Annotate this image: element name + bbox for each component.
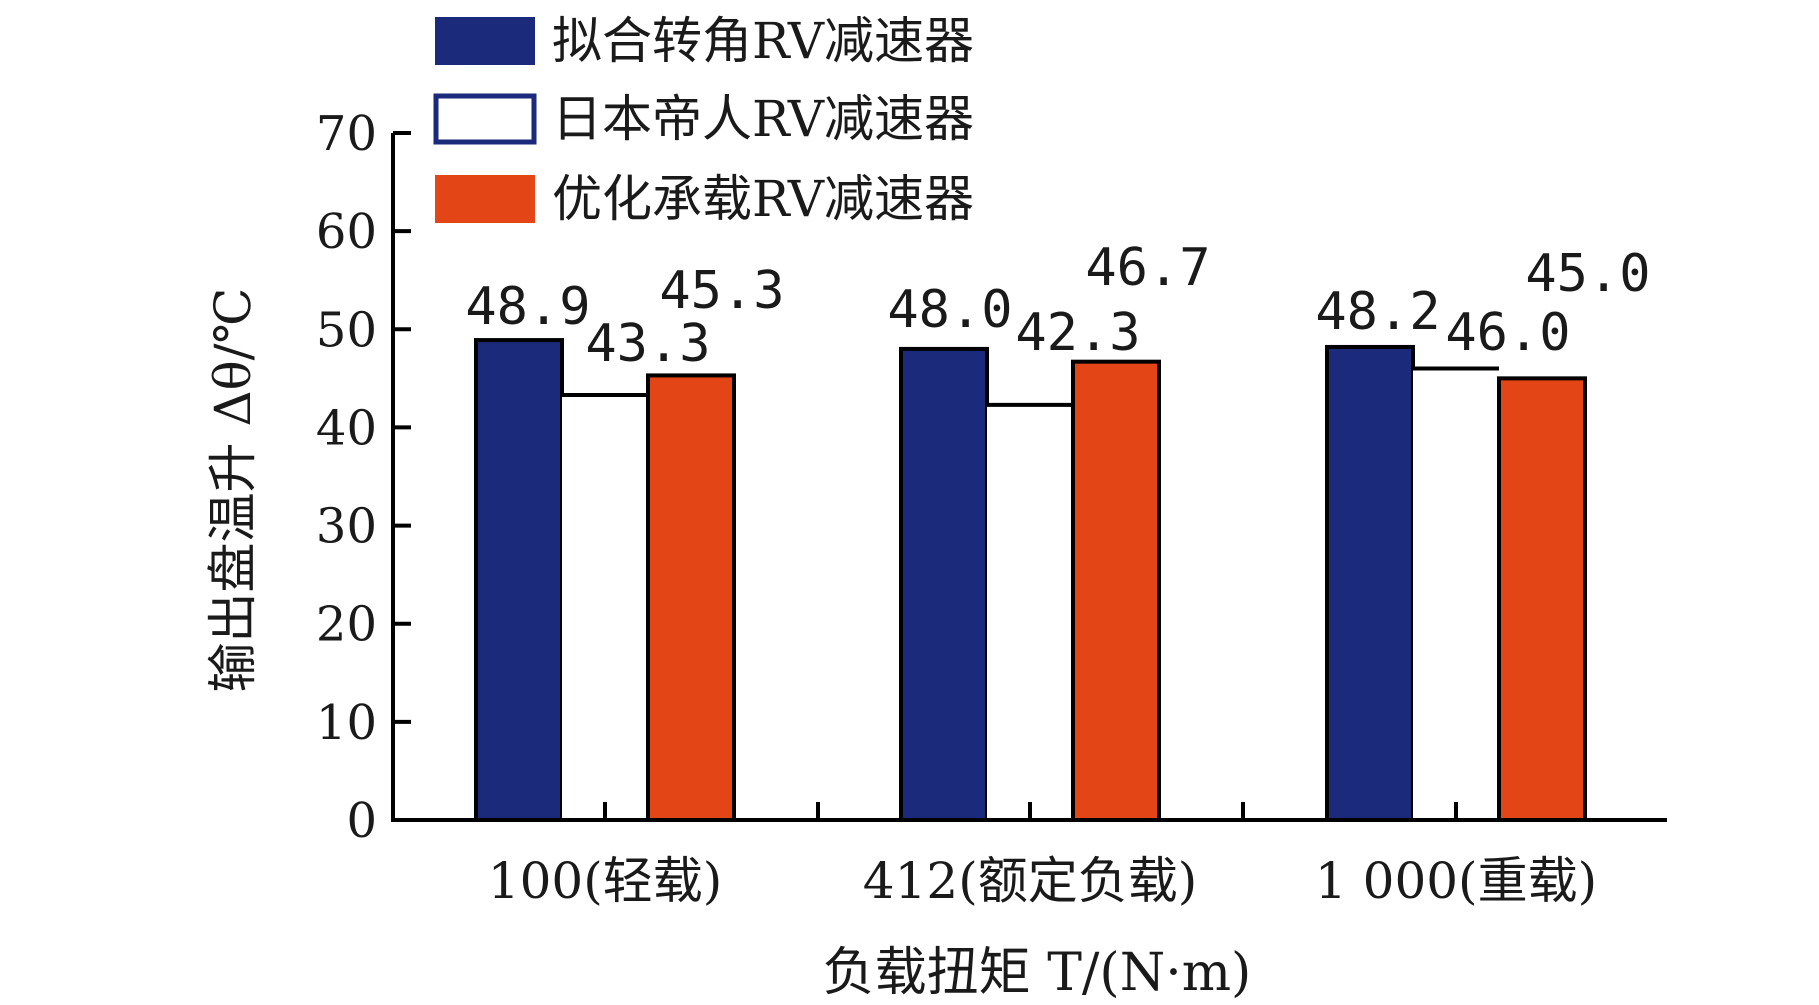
x-tick-label-1: 100(轻载) (488, 852, 722, 910)
y-tick-label-50: 50 (316, 302, 377, 358)
legend-label-1: 拟合转角RV减速器 (552, 12, 974, 70)
y-axis-label: 输出盘温升 Δθ/℃ (204, 288, 262, 693)
y-tick-label-10: 10 (316, 695, 377, 751)
value-label-1-2: 48.0 (887, 280, 1012, 340)
bar-2-1 (562, 395, 648, 820)
bar-3-3 (1497, 376, 1587, 822)
legend-swatch-2 (433, 93, 537, 145)
value-label-2-3: 46.0 (1445, 303, 1570, 363)
value-label-3-2: 46.7 (1085, 238, 1210, 298)
bar-1-1 (474, 338, 564, 822)
value-label-2-2: 42.3 (1015, 303, 1140, 363)
value-label-1-1: 48.9 (465, 277, 590, 337)
y-tick-label-60: 60 (316, 204, 377, 260)
bar-3-2 (1071, 359, 1161, 822)
y-tick-label-40: 40 (316, 400, 377, 456)
bar-1-2 (899, 346, 989, 822)
bar-series (474, 338, 1587, 822)
value-label-3-1: 45.3 (659, 261, 784, 321)
bar-3-1 (646, 373, 736, 822)
x-axis-label: 负载扭矩 T/(N·m) (823, 943, 1252, 1003)
y-axis-ticks: 0 10 20 30 40 50 60 70 (316, 106, 411, 849)
y-tick-label-0: 0 (346, 793, 377, 849)
legend-label-3: 优化承载RV减速器 (552, 170, 974, 228)
value-label-1-3: 48.2 (1315, 282, 1440, 342)
legend-label-2: 日本帝人RV减速器 (552, 90, 974, 148)
legend-swatch-3 (435, 175, 535, 223)
y-tick-label-20: 20 (316, 597, 377, 653)
value-label-2-1: 43.3 (585, 314, 710, 374)
legend-swatch-1 (435, 17, 535, 65)
y-tick-label-30: 30 (316, 499, 377, 555)
bar-2-2 (987, 404, 1073, 820)
value-labels: 48.9 48.0 48.2 43.3 42.3 46.0 45.3 46.7 45.0 (465, 238, 1650, 374)
value-label-3-3: 45.0 (1525, 244, 1650, 304)
x-axis-ticks: 100(轻载) 412(额定负载) 1 000(重载) (488, 802, 1597, 910)
bar-1-3 (1325, 344, 1415, 822)
y-tick-label-70: 70 (316, 106, 377, 162)
x-tick-label-3: 1 000(重载) (1315, 852, 1597, 910)
bar-2-3 (1413, 368, 1499, 820)
x-tick-label-2: 412(额定负载) (863, 852, 1197, 910)
